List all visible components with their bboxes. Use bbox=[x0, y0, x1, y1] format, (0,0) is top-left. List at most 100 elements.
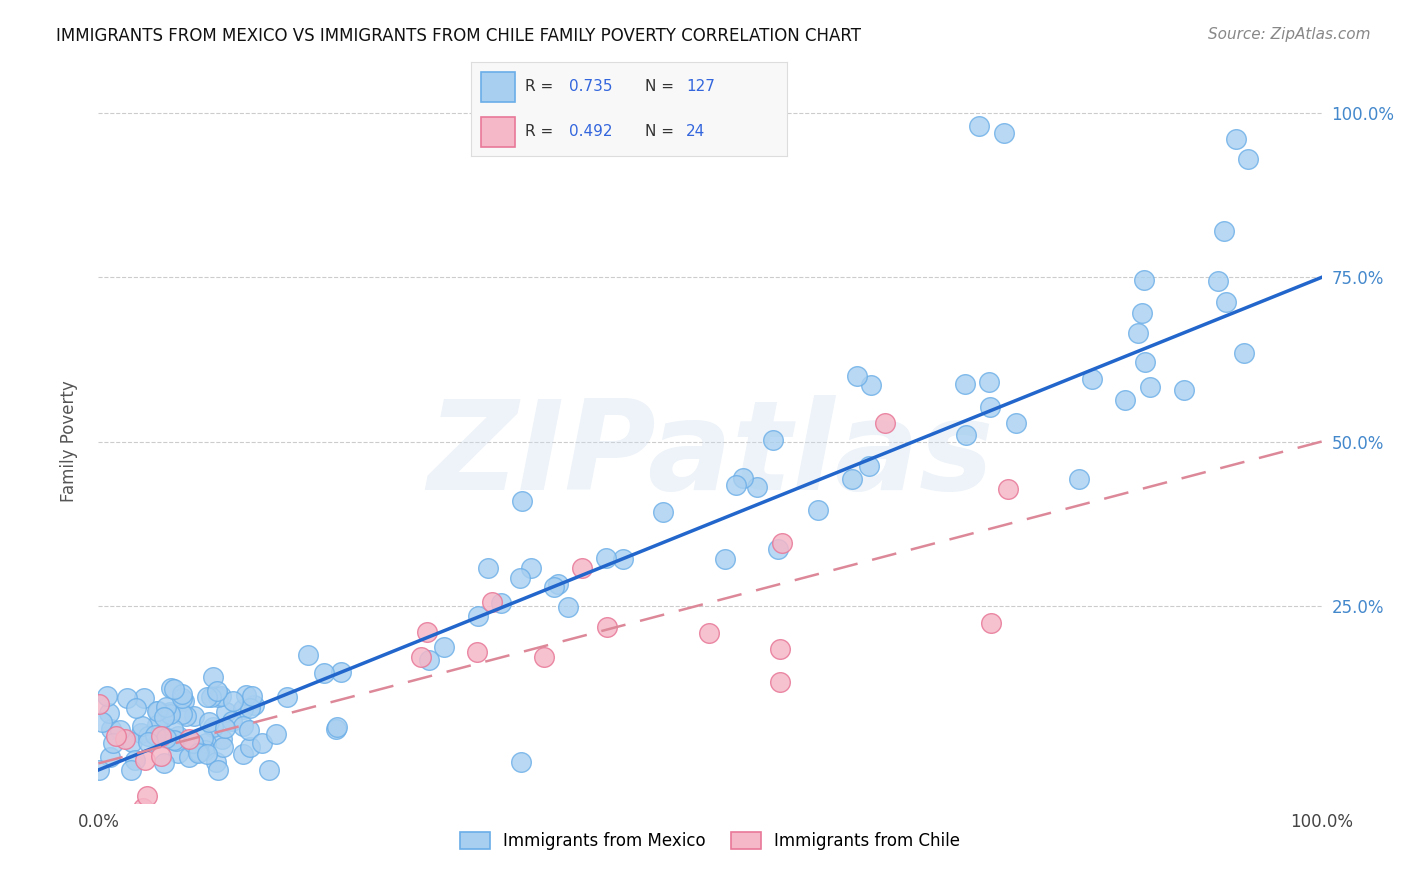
Point bbox=[202, 720, 225, 734]
Point bbox=[131, 719, 153, 733]
Point bbox=[195, 690, 218, 704]
Point bbox=[1128, 326, 1150, 341]
Point bbox=[297, 648, 319, 662]
Point bbox=[232, 701, 254, 715]
Point bbox=[873, 416, 896, 430]
Point bbox=[136, 789, 159, 804]
Point bbox=[325, 723, 347, 737]
Point bbox=[807, 503, 830, 517]
Point bbox=[129, 726, 152, 740]
Point bbox=[134, 690, 156, 705]
Point bbox=[745, 480, 768, 494]
Point bbox=[257, 763, 280, 777]
Point bbox=[1139, 380, 1161, 394]
Point bbox=[114, 815, 136, 830]
Point bbox=[491, 596, 513, 610]
Point bbox=[1081, 372, 1104, 386]
Point bbox=[157, 731, 180, 746]
Legend: Immigrants from Mexico, Immigrants from Chile: Immigrants from Mexico, Immigrants from … bbox=[453, 825, 967, 857]
Point bbox=[312, 666, 335, 681]
Point bbox=[138, 729, 160, 743]
Point bbox=[239, 739, 262, 754]
Point bbox=[167, 746, 190, 760]
Point bbox=[232, 719, 254, 733]
Point bbox=[276, 690, 298, 704]
Point bbox=[162, 723, 184, 737]
Point bbox=[179, 732, 201, 747]
Point bbox=[510, 494, 533, 508]
Point bbox=[162, 681, 184, 696]
Point bbox=[114, 731, 136, 746]
Point bbox=[131, 815, 153, 830]
Point bbox=[163, 733, 186, 747]
Point bbox=[238, 723, 260, 737]
Point bbox=[509, 571, 531, 585]
Point bbox=[145, 718, 167, 732]
Point bbox=[547, 576, 569, 591]
Point bbox=[533, 650, 555, 665]
Point bbox=[1005, 416, 1028, 430]
Point bbox=[1212, 224, 1234, 238]
Point bbox=[967, 120, 990, 134]
Point bbox=[326, 720, 349, 734]
Point bbox=[243, 698, 266, 712]
Point bbox=[762, 433, 785, 447]
Point bbox=[195, 736, 218, 750]
Point bbox=[1225, 132, 1247, 146]
Point bbox=[115, 690, 138, 705]
Point bbox=[174, 709, 197, 723]
Point bbox=[209, 689, 232, 703]
Point bbox=[214, 721, 236, 735]
Point bbox=[124, 753, 146, 767]
Point bbox=[173, 694, 195, 708]
Text: 0.735: 0.735 bbox=[569, 79, 613, 95]
Point bbox=[96, 690, 118, 704]
Point bbox=[146, 704, 169, 718]
Point bbox=[1173, 383, 1195, 397]
Point bbox=[411, 649, 433, 664]
Point bbox=[108, 723, 131, 738]
Point bbox=[652, 505, 675, 519]
Point bbox=[120, 763, 142, 777]
Text: N =: N = bbox=[645, 79, 679, 95]
Point bbox=[194, 743, 217, 757]
Point bbox=[200, 690, 222, 704]
Point bbox=[149, 729, 172, 743]
Point bbox=[596, 620, 619, 634]
Point bbox=[170, 706, 193, 721]
Point bbox=[770, 536, 793, 550]
Point bbox=[993, 126, 1015, 140]
Point bbox=[143, 728, 166, 742]
Point bbox=[183, 709, 205, 723]
Point bbox=[955, 428, 977, 442]
Point bbox=[215, 705, 238, 719]
Point bbox=[858, 458, 880, 473]
Point bbox=[571, 561, 593, 575]
Point bbox=[980, 616, 1002, 631]
Point bbox=[150, 749, 173, 764]
Point bbox=[519, 561, 541, 575]
Text: 24: 24 bbox=[686, 124, 706, 139]
Point bbox=[211, 739, 233, 754]
Point bbox=[187, 746, 209, 760]
Point bbox=[595, 551, 617, 566]
Text: R =: R = bbox=[524, 79, 558, 95]
Point bbox=[87, 763, 110, 777]
Point bbox=[132, 801, 155, 815]
Point bbox=[97, 706, 120, 720]
Point bbox=[845, 368, 868, 383]
Point bbox=[467, 609, 489, 624]
Point bbox=[205, 755, 228, 769]
Point bbox=[181, 736, 204, 750]
Point bbox=[160, 681, 183, 695]
Text: Source: ZipAtlas.com: Source: ZipAtlas.com bbox=[1208, 27, 1371, 42]
Point bbox=[222, 693, 245, 707]
Bar bbox=[481, 72, 516, 102]
Point bbox=[188, 745, 211, 759]
Point bbox=[266, 727, 288, 741]
Point bbox=[433, 640, 456, 654]
Point bbox=[769, 675, 792, 690]
Point bbox=[146, 704, 169, 718]
Point bbox=[1206, 274, 1229, 288]
Y-axis label: Family Poverty: Family Poverty bbox=[59, 381, 77, 502]
